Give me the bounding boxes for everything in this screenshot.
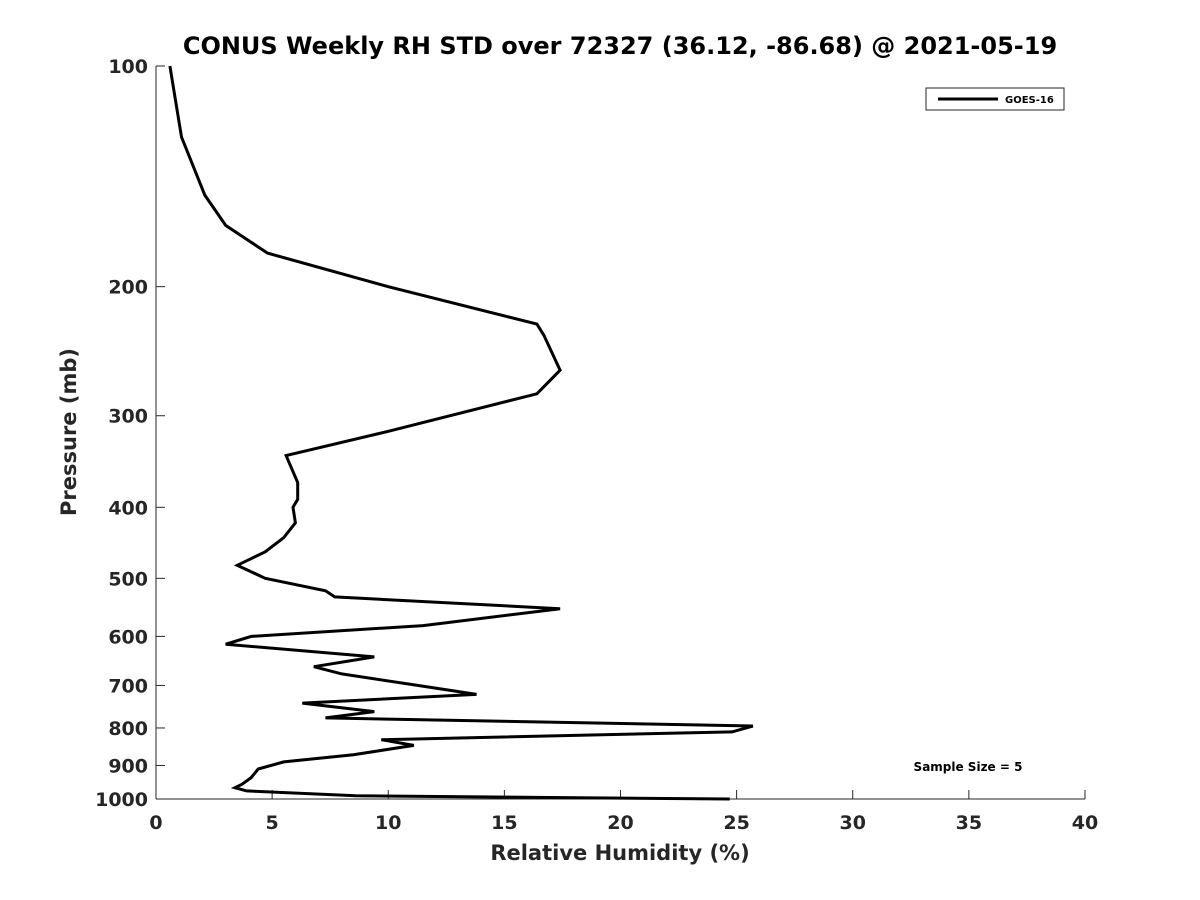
axes [155,66,1085,800]
x-tick-label: 25 [723,812,749,834]
x-tick-label: 20 [607,812,633,834]
x-tick-label: 10 [375,812,401,834]
y-tick-label: 200 [108,277,148,299]
y-tick-label: 400 [108,497,148,519]
series-line-goes-16 [168,65,754,801]
y-tick-label: 700 [108,675,148,697]
y-ticks: 100 200 300 400 500 600 700 800 900 1000 [95,56,165,811]
chart-title: CONUS Weekly RH STD over 72327 (36.12, -… [183,32,1057,60]
y-axis-label: Pressure (mb) [57,348,81,516]
y-tick-label: 1000 [95,789,148,811]
x-tick-label: 30 [840,812,866,834]
x-ticks: 0 5 10 15 20 25 30 35 40 [149,790,1098,834]
y-tick-label: 600 [108,626,148,648]
x-tick-label: 35 [956,812,982,834]
y-tick-label: 100 [108,56,148,78]
y-tick-label: 900 [108,755,148,777]
legend-label-goes-16: GOES-16 [1005,95,1054,106]
y-tick-label: 300 [108,406,148,428]
x-tick-label: 15 [491,812,517,834]
legend: GOES-16 [925,87,1065,111]
series-layer [168,65,754,801]
y-tick-label: 800 [108,718,148,740]
x-tick-label: 5 [266,812,279,834]
x-axis-label: Relative Humidity (%) [490,841,749,865]
sample-size-annotation: Sample Size = 5 [914,760,1023,774]
y-tick-label: 500 [108,568,148,590]
x-tick-label: 0 [149,812,162,834]
x-tick-label: 40 [1072,812,1098,834]
